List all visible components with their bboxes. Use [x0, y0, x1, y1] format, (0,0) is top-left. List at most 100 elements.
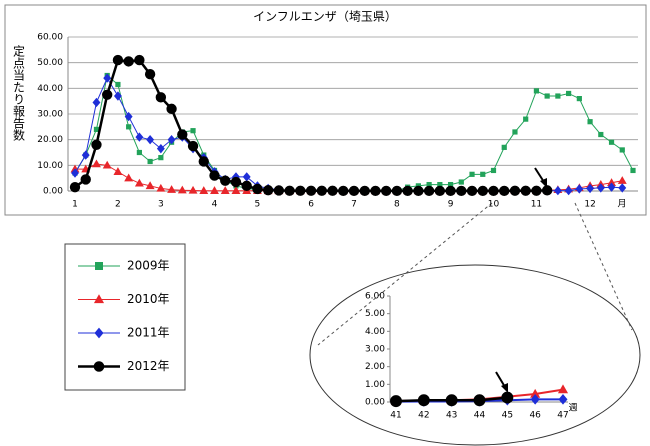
- marker: [93, 126, 100, 133]
- marker: [126, 124, 132, 130]
- x-tick-label: 47: [557, 411, 568, 421]
- marker: [598, 131, 604, 138]
- marker: [381, 185, 392, 197]
- marker: [575, 184, 584, 194]
- marker: [273, 185, 285, 196]
- x-tick-label: 6: [308, 200, 314, 210]
- marker: [520, 185, 531, 196]
- marker: [553, 185, 562, 196]
- y-tick-label: 5.00: [365, 309, 385, 319]
- y-tick-label: 0.00: [365, 398, 385, 408]
- marker: [147, 158, 153, 165]
- marker: [490, 167, 497, 174]
- marker: [557, 384, 569, 394]
- marker: [199, 186, 209, 194]
- marker: [220, 186, 230, 194]
- marker: [295, 185, 306, 196]
- marker: [156, 143, 165, 154]
- marker: [619, 147, 625, 153]
- marker: [167, 134, 176, 145]
- marker: [531, 185, 542, 196]
- marker: [413, 185, 424, 197]
- y-tick-label: 30.00: [37, 110, 63, 120]
- marker: [155, 92, 167, 103]
- marker: [113, 167, 123, 175]
- legend-label: 2011年: [127, 326, 170, 340]
- x-tick-label: 43: [446, 411, 457, 421]
- marker: [530, 394, 540, 405]
- x-tick-label: 8: [394, 200, 400, 210]
- marker: [241, 180, 252, 192]
- marker: [509, 185, 521, 196]
- marker: [136, 149, 142, 156]
- marker: [327, 185, 338, 196]
- marker: [544, 93, 550, 99]
- x-tick-label: 1: [72, 200, 78, 210]
- marker: [630, 167, 636, 174]
- marker: [188, 185, 198, 194]
- marker: [113, 91, 122, 101]
- zoom-outline: [309, 264, 641, 446]
- marker: [262, 185, 274, 196]
- marker: [220, 175, 231, 186]
- x-tick-label: 42: [418, 411, 429, 421]
- marker: [434, 185, 446, 197]
- marker: [123, 56, 134, 67]
- marker: [92, 97, 101, 108]
- y-tick-label: 4.00: [365, 327, 385, 337]
- y-tick-label: 10.00: [37, 161, 63, 171]
- y-tick-label: 6.00: [365, 292, 385, 302]
- marker: [402, 185, 413, 197]
- marker: [135, 132, 144, 142]
- marker: [477, 185, 488, 197]
- marker: [586, 183, 595, 194]
- marker: [69, 181, 81, 193]
- x-tick-label: 2: [115, 200, 121, 210]
- marker: [473, 394, 486, 407]
- zoom-connector: [574, 202, 633, 331]
- legend-marker: [94, 327, 104, 339]
- marker: [198, 156, 209, 167]
- y-tick-label: 60.00: [37, 33, 63, 43]
- marker: [209, 170, 220, 181]
- y-tick-label: 1.00: [365, 380, 385, 390]
- marker: [210, 186, 219, 194]
- marker: [146, 134, 155, 145]
- marker: [423, 185, 435, 197]
- y-tick-label: 40.00: [37, 84, 63, 94]
- zoom-connector: [317, 202, 493, 346]
- marker: [564, 185, 573, 196]
- marker: [103, 73, 112, 83]
- marker: [81, 150, 90, 160]
- marker: [488, 185, 499, 197]
- legend-label: 2012年: [127, 359, 170, 373]
- marker: [555, 93, 561, 99]
- x-tick-label: 12: [584, 200, 595, 210]
- marker: [112, 54, 124, 66]
- marker: [576, 96, 582, 102]
- marker: [596, 183, 605, 193]
- marker: [499, 185, 510, 197]
- arrow: [534, 167, 545, 183]
- marker: [91, 139, 102, 150]
- legend-marker: [95, 262, 103, 270]
- marker: [124, 173, 134, 182]
- x-tick-label: 3: [158, 200, 164, 210]
- y-tick-label: 3.00: [365, 345, 385, 355]
- y-tick-label: 50.00: [37, 58, 63, 68]
- marker: [190, 128, 196, 134]
- marker: [533, 88, 540, 94]
- arrow-head: [501, 383, 508, 393]
- marker: [71, 168, 79, 178]
- marker: [480, 171, 486, 177]
- marker: [390, 395, 402, 408]
- y-tick-label: 2.00: [365, 362, 385, 372]
- marker: [177, 185, 187, 194]
- marker: [134, 178, 144, 187]
- x-unit: 週: [568, 403, 577, 414]
- marker: [156, 183, 166, 192]
- marker: [305, 185, 317, 196]
- chart-frame: [4, 4, 647, 216]
- marker: [102, 160, 112, 169]
